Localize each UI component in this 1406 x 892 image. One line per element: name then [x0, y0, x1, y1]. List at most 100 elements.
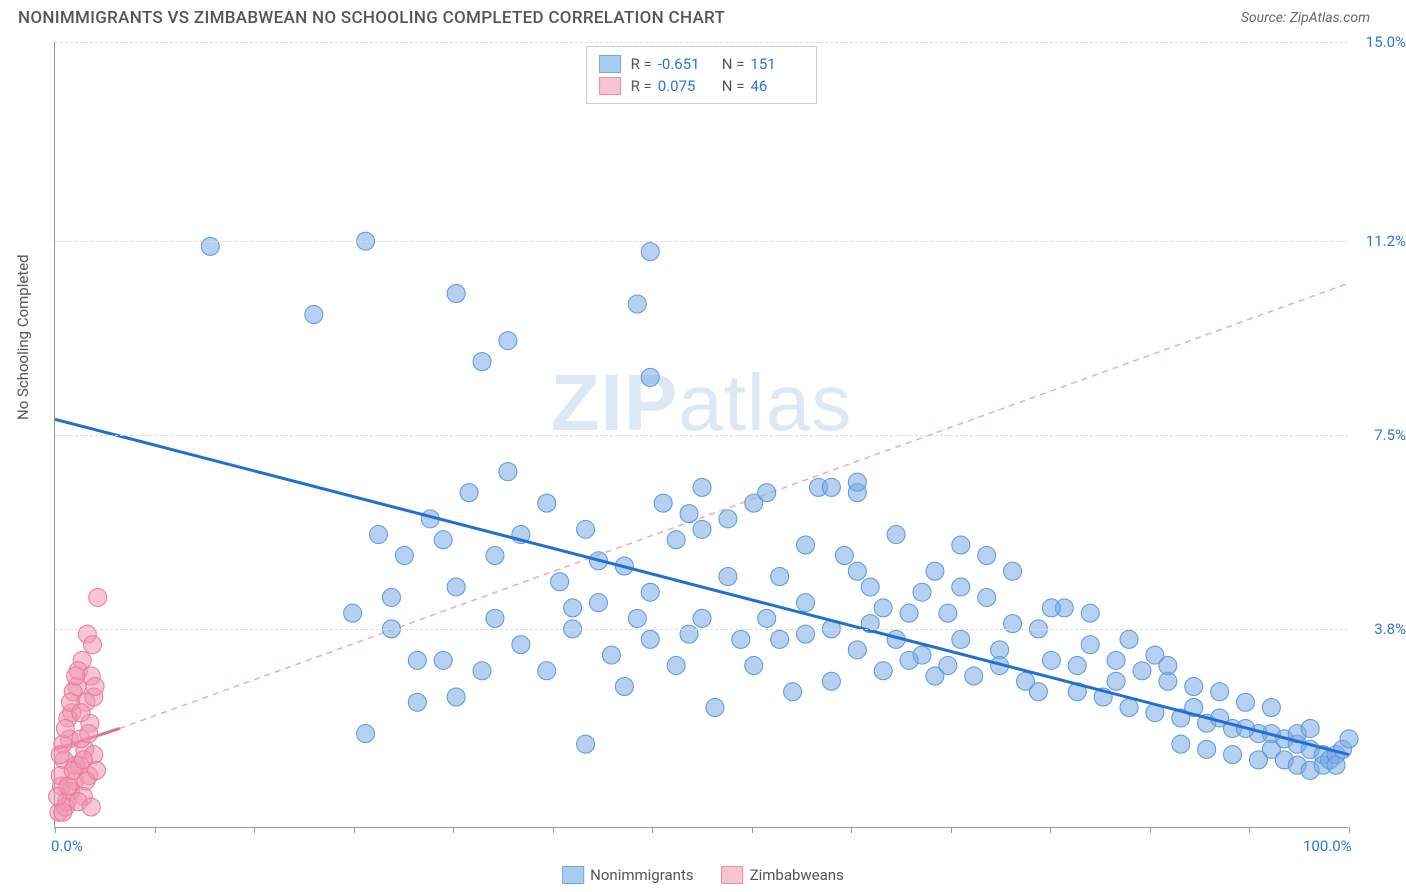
blue-point — [1172, 735, 1190, 753]
blue-point — [1107, 651, 1125, 669]
blue-point — [1133, 662, 1151, 680]
blue-point — [900, 604, 918, 622]
blue-point — [848, 641, 866, 659]
legend-swatch — [599, 55, 621, 73]
x-tick — [1050, 827, 1051, 833]
blue-point — [719, 567, 737, 585]
blue-point — [861, 578, 879, 596]
blue-point — [939, 604, 957, 622]
blue-point — [1236, 693, 1254, 711]
legend-swatch — [722, 866, 744, 884]
blue-point — [589, 594, 607, 612]
legend-swatch — [599, 77, 621, 95]
blue-point — [874, 599, 892, 617]
blue-point — [1301, 719, 1319, 737]
blue-point — [1262, 698, 1280, 716]
y-axis-label: No Schooling Completed — [14, 254, 32, 420]
blue-point — [538, 662, 556, 680]
blue-point — [1029, 683, 1047, 701]
blue-point — [758, 484, 776, 502]
blue-point — [1249, 751, 1267, 769]
gridline-h — [55, 435, 1348, 436]
n-value: 151 — [750, 55, 804, 73]
blue-point — [693, 609, 711, 627]
blue-point — [913, 583, 931, 601]
x-tick — [1349, 827, 1350, 833]
blue-point — [357, 725, 375, 743]
x-tick — [354, 827, 355, 833]
gridline-h — [55, 42, 1348, 43]
blue-point — [874, 662, 892, 680]
blue-point — [771, 630, 789, 648]
blue-point — [408, 693, 426, 711]
blue-point — [978, 547, 996, 565]
gridline-h — [55, 241, 1348, 242]
blue-point — [1068, 657, 1086, 675]
x-tick — [155, 827, 156, 833]
pink-point — [86, 678, 104, 696]
blue-point — [822, 672, 840, 690]
blue-point — [473, 353, 491, 371]
blue-point — [797, 536, 815, 554]
blue-point — [771, 567, 789, 585]
blue-point — [382, 588, 400, 606]
blue-point — [952, 630, 970, 648]
blue-point — [719, 510, 737, 528]
blue-point — [538, 494, 556, 512]
x-tick — [553, 827, 554, 833]
blue-point — [1340, 730, 1358, 748]
blue-point — [486, 609, 504, 627]
blue-point — [486, 547, 504, 565]
blue-point — [447, 688, 465, 706]
blue-point — [1004, 562, 1022, 580]
blue-point — [641, 630, 659, 648]
x-tick-label: 0.0% — [51, 837, 83, 855]
blue-point — [1224, 746, 1242, 764]
blue-point — [447, 285, 465, 303]
blue-point — [434, 531, 452, 549]
blue-point — [628, 295, 646, 313]
pink-point — [80, 725, 98, 743]
blue-point — [667, 657, 685, 675]
y-tick-label: 11.2% — [1352, 232, 1406, 250]
r-value: -0.651 — [658, 55, 712, 73]
blue-point — [706, 698, 724, 716]
blue-point — [434, 651, 452, 669]
blue-point — [615, 678, 633, 696]
pink-point — [72, 704, 90, 722]
blue-point — [952, 536, 970, 554]
blue-point — [784, 683, 802, 701]
blue-point — [408, 651, 426, 669]
legend-item: Zimbabweans — [722, 866, 844, 884]
blue-point — [1081, 604, 1099, 622]
blue-point — [693, 520, 711, 538]
blue-point — [395, 547, 413, 565]
blue-point — [1120, 698, 1138, 716]
stats-legend-row: R = -0.651 N = 151 — [599, 53, 805, 75]
blue-point — [577, 520, 595, 538]
pink-point — [89, 588, 107, 606]
blue-point — [1159, 657, 1177, 675]
blue-point — [822, 478, 840, 496]
blue-point — [370, 526, 388, 544]
pink-point — [56, 719, 74, 737]
blue-point — [693, 478, 711, 496]
blue-point — [499, 332, 517, 350]
pink-point — [84, 636, 102, 654]
blue-trend — [55, 419, 1349, 754]
blue-point — [835, 547, 853, 565]
blue-point — [512, 636, 530, 654]
blue-point — [745, 657, 763, 675]
blue-point — [952, 578, 970, 596]
legend-item: Nonimmigrants — [562, 866, 693, 884]
blue-point — [1185, 678, 1203, 696]
blue-point — [848, 473, 866, 491]
x-tick — [453, 827, 454, 833]
stats-legend-row: R = 0.075 N = 46 — [599, 75, 805, 97]
blue-point — [201, 237, 219, 255]
blue-point — [1198, 740, 1216, 758]
blue-point — [305, 305, 323, 323]
series-legend: Nonimmigrants Zimbabweans — [562, 866, 844, 884]
blue-point — [564, 599, 582, 617]
blue-point — [473, 662, 491, 680]
